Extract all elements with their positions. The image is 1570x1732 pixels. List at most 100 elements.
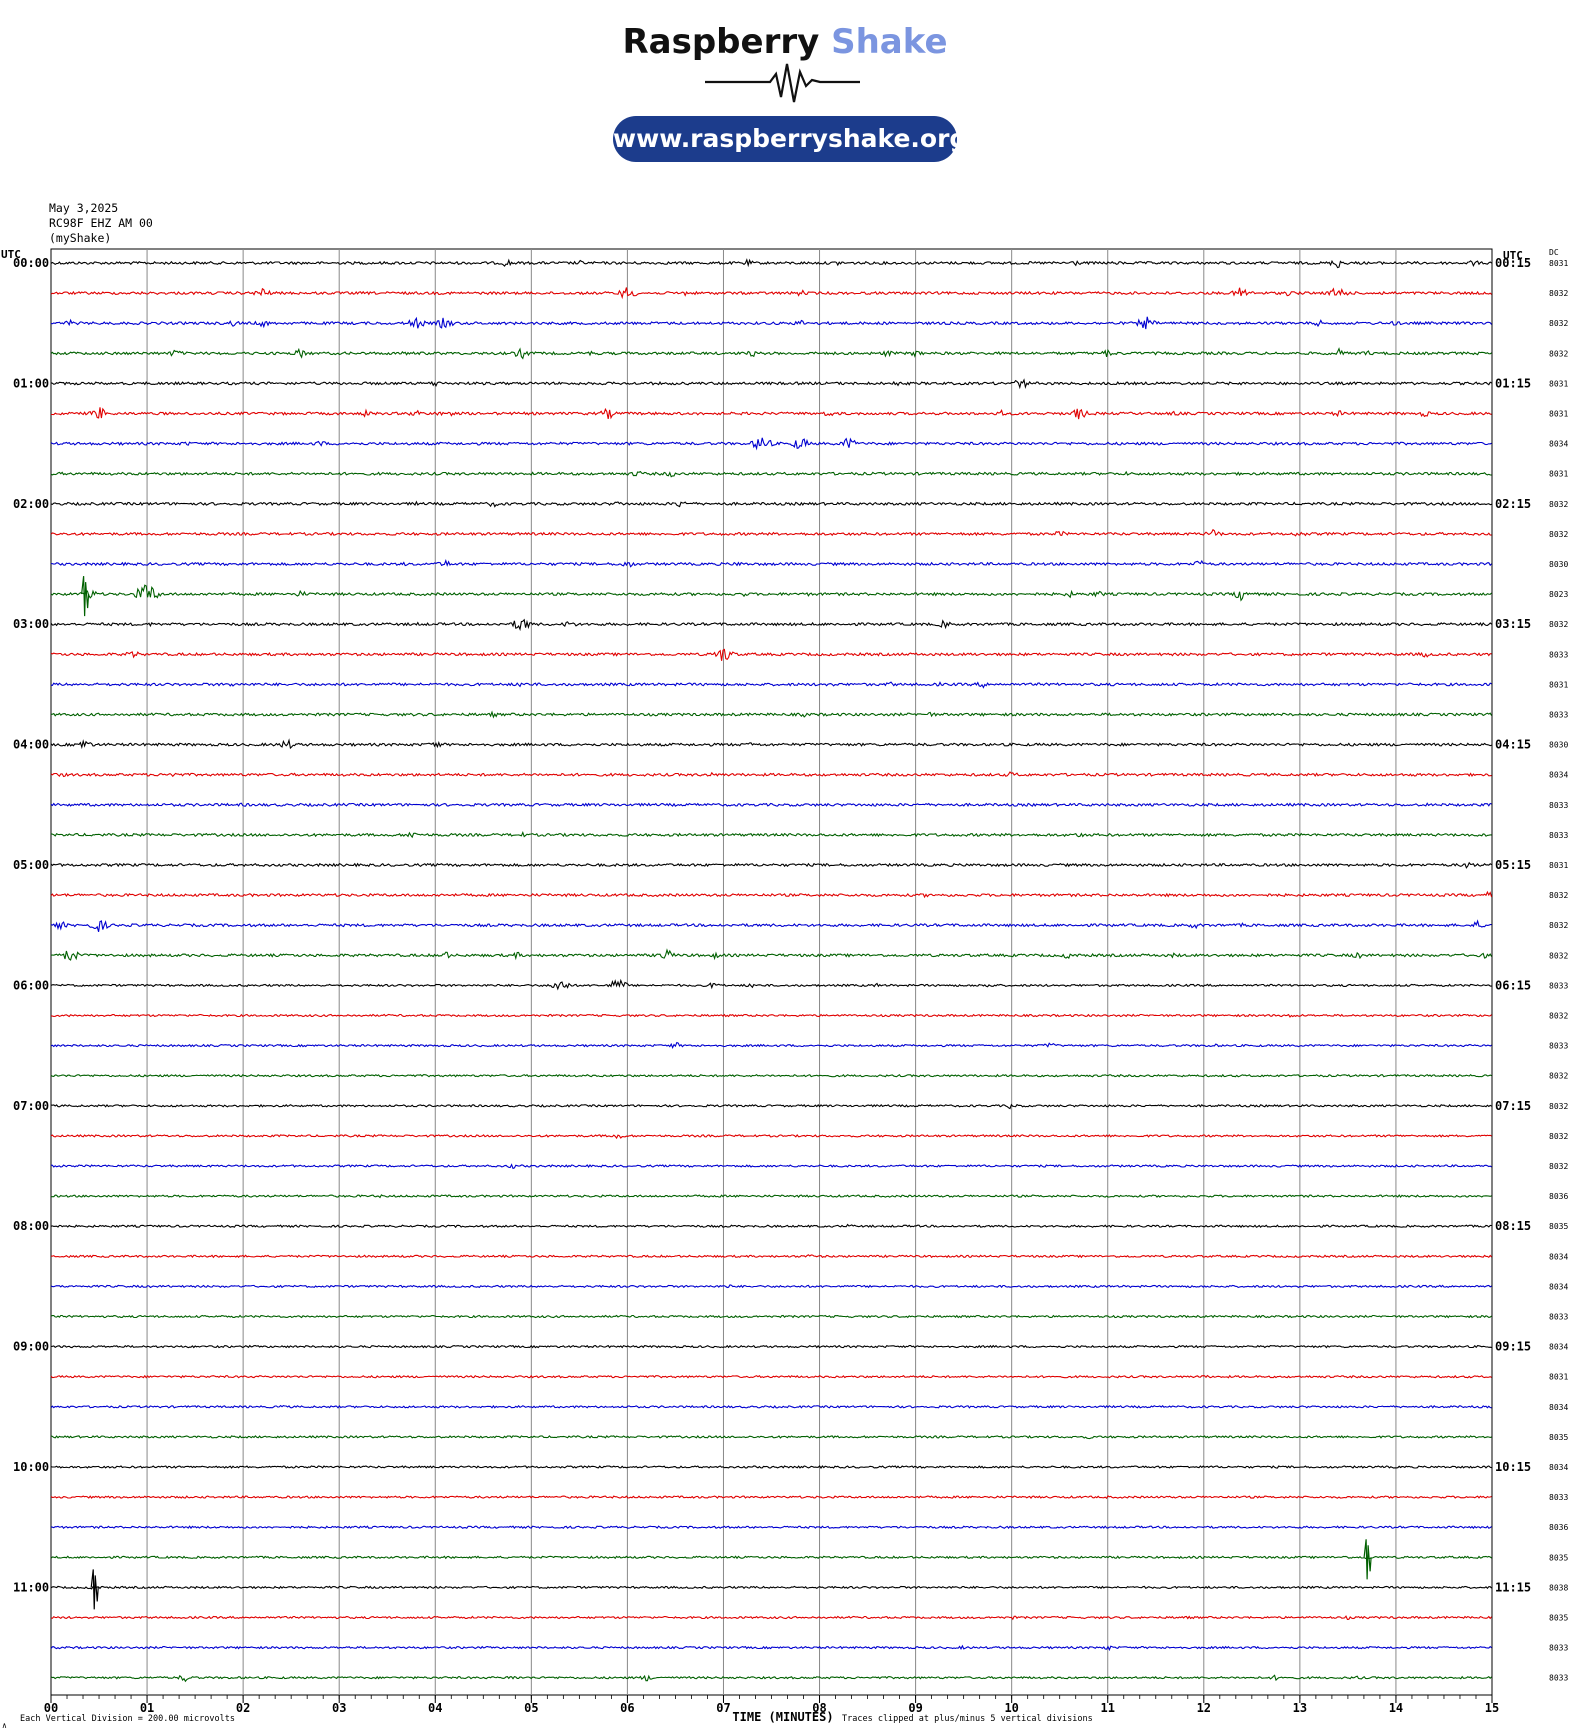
left-time-label: 00:00 <box>13 256 49 270</box>
x-tick-label: 00 <box>44 1701 58 1715</box>
dc-offset-label: 8030 <box>1549 741 1568 750</box>
trace-row-21 <box>50 890 1493 899</box>
dc-offset-label: 8032 <box>1549 951 1568 960</box>
dc-offset-label: 8034 <box>1549 1252 1568 1261</box>
seismogram-logo-icon <box>705 63 860 103</box>
trace-row-47 <box>50 1674 1492 1683</box>
left-time-label: 10:00 <box>13 1460 49 1474</box>
dc-offset-label: 8031 <box>1549 680 1568 689</box>
dc-offset-label: 8032 <box>1549 1102 1568 1111</box>
x-tick-label: 11 <box>1101 1701 1115 1715</box>
dc-offset-label: 8033 <box>1549 1042 1568 1051</box>
dc-offset-label: 8032 <box>1549 620 1568 629</box>
trace-row-29 <box>50 1133 1492 1140</box>
trace-row-8 <box>50 500 1492 508</box>
dc-offset-label: 8038 <box>1549 1583 1568 1592</box>
trace-row-26 <box>50 1041 1492 1049</box>
dc-offset-label: 8032 <box>1549 500 1568 509</box>
dc-offset-label: 8032 <box>1549 1132 1568 1141</box>
trace-row-34 <box>50 1284 1492 1289</box>
x-axis-title: TIME (MINUTES) <box>732 1710 833 1724</box>
trace-row-25 <box>50 1013 1492 1018</box>
dc-offset-label: 8035 <box>1549 1433 1568 1442</box>
trace-row-16 <box>50 738 1492 750</box>
dc-offset-label: 8034 <box>1549 1463 1568 1472</box>
trace-row-28 <box>50 1103 1492 1110</box>
trace-row-3 <box>50 347 1492 360</box>
x-tick-label: 14 <box>1389 1701 1403 1715</box>
right-time-label: 07:15 <box>1495 1099 1531 1113</box>
trace-row-39 <box>50 1434 1492 1440</box>
spike-event <box>81 576 90 617</box>
website-url-badge[interactable]: www.raspberryshake.org <box>613 116 967 162</box>
dc-offset-label: 8032 <box>1549 1162 1568 1171</box>
trace-row-19 <box>50 830 1492 839</box>
dc-offset-label: 8030 <box>1549 560 1568 569</box>
right-time-label: 08:15 <box>1495 1219 1531 1233</box>
trace-row-10 <box>50 559 1493 568</box>
dc-offset-label: 8034 <box>1549 440 1568 449</box>
dc-header-label: DC <box>1549 248 1559 257</box>
dc-offset-label: 8034 <box>1549 1403 1568 1412</box>
dc-offset-label: 8033 <box>1549 801 1568 810</box>
dc-offset-label: 8023 <box>1549 590 1568 599</box>
left-time-label: 07:00 <box>13 1099 49 1113</box>
trace-row-15 <box>50 710 1493 719</box>
dc-offset-label: 8032 <box>1549 891 1568 900</box>
trace-row-44 <box>50 1585 1492 1590</box>
dc-offset-label: 8033 <box>1549 1313 1568 1322</box>
scale-note: Each Vertical Division = 200.00 microvol… <box>20 1714 235 1724</box>
left-time-label: 08:00 <box>13 1219 49 1233</box>
dc-offset-label: 8035 <box>1549 1553 1568 1562</box>
spike-event <box>1363 1539 1372 1580</box>
trace-row-35 <box>50 1314 1492 1319</box>
spike-event <box>90 1569 99 1610</box>
trace-row-5 <box>50 407 1492 420</box>
trace-row-13 <box>50 648 1492 661</box>
brand-name-light: Shake <box>831 22 948 62</box>
label-layer: 00 01 02 03 04 05 06 07 08 09 10 11 12 13 14 15 00:00 00:… <box>1 248 1568 1730</box>
left-time-label: 01:00 <box>13 376 49 390</box>
trace-row-18 <box>50 802 1492 808</box>
brand-name-dark: Raspberry <box>622 22 820 62</box>
trace-row-36 <box>50 1344 1492 1349</box>
trace-row-43 <box>50 1555 1492 1560</box>
dc-offset-label: 8032 <box>1549 530 1568 539</box>
plot-frame <box>50 248 1493 1696</box>
trace-row-2 <box>50 316 1493 330</box>
trace-row-27 <box>50 1073 1492 1078</box>
header-date: May 3,2025 <box>49 201 119 215</box>
trace-row-9 <box>50 528 1492 537</box>
x-tick-label: 08 <box>812 1701 826 1715</box>
left-time-label: 02:00 <box>13 497 49 511</box>
header-station: RC98F EHZ AM 00 <box>49 216 153 230</box>
x-tick-label: 03 <box>332 1701 346 1715</box>
dc-offset-label: 8034 <box>1549 771 1568 780</box>
dc-offset-label: 8032 <box>1549 349 1568 358</box>
trace-row-46 <box>50 1644 1492 1652</box>
right-time-label: 00:15 <box>1495 256 1531 270</box>
dc-offset-label: 8032 <box>1549 1012 1568 1021</box>
trace-row-30 <box>50 1163 1492 1170</box>
right-time-label: 09:15 <box>1495 1340 1531 1354</box>
x-tick-label: 13 <box>1293 1701 1307 1715</box>
trace-row-22 <box>50 919 1492 932</box>
dc-offset-label: 8031 <box>1549 410 1568 419</box>
brand-title: Raspberry Shake <box>0 22 1570 62</box>
right-time-label: 10:15 <box>1495 1460 1531 1474</box>
trace-row-7 <box>50 470 1492 478</box>
raspberry-shake-logo: Raspberry Shake www.raspberryshake.org <box>0 0 1570 200</box>
dc-offset-label: 8033 <box>1549 650 1568 659</box>
trace-row-32 <box>50 1223 1492 1229</box>
trace-row-31 <box>50 1194 1492 1199</box>
dc-offset-label: 8032 <box>1549 319 1568 328</box>
dc-offset-label: 8033 <box>1549 1493 1568 1502</box>
dc-offset-label: 8032 <box>1549 921 1568 930</box>
trace-row-23 <box>50 948 1493 961</box>
right-time-label: 04:15 <box>1495 738 1531 752</box>
x-tick-label: 06 <box>620 1701 634 1715</box>
trace-row-20 <box>50 861 1492 869</box>
trace-row-1 <box>50 287 1492 300</box>
left-time-label: 11:00 <box>13 1580 49 1594</box>
